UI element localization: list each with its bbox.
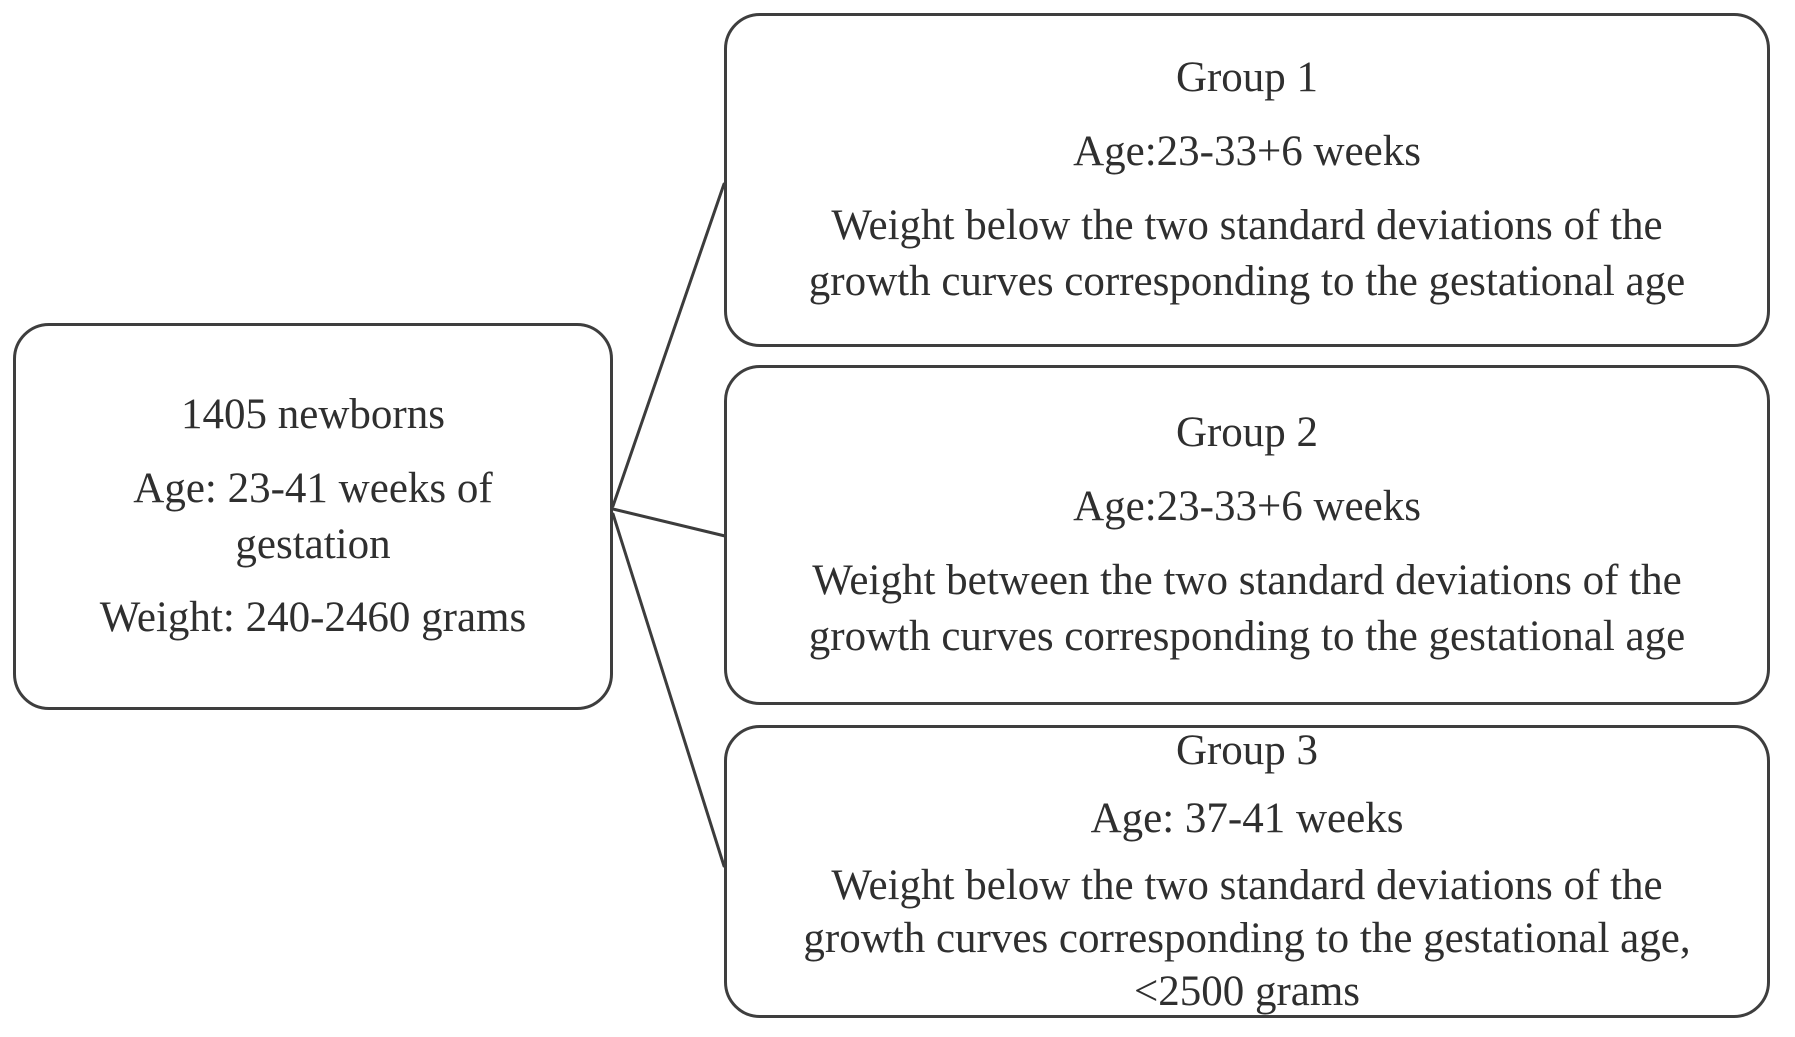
group-2-age-text: Age:23-33+6 weeks	[1073, 483, 1421, 531]
group-1-weight-line-1: Weight below the two standard deviations…	[831, 202, 1663, 249]
group-1-weight-line-2: growth curves corresponding to the gesta…	[808, 257, 1686, 305]
group-2-weight: Weight between the two standard deviatio…	[809, 553, 1685, 665]
group-2-box: Group 2 Age:23-33+6 weeks Weight between…	[724, 365, 1770, 705]
connector-line-to-group-3	[611, 512, 726, 868]
group-3-age-text: Age: 37-41 weeks	[1090, 794, 1404, 842]
group-2-weight-line-1: Weight between the two standard deviatio…	[812, 557, 1682, 604]
group-3-title-text: Group 3	[1175, 727, 1319, 775]
group-3-weight: Weight below the two standard deviations…	[803, 859, 1690, 1019]
group-2-age: Age:23-33+6 weeks	[1073, 479, 1421, 535]
group-3-age: Age: 37-41 weeks	[1091, 792, 1404, 845]
group-1-title: Group 1	[1176, 50, 1318, 106]
group-3-weight-line-3: <2500 grams	[1133, 968, 1361, 1016]
group-3-title: Group 3	[1176, 724, 1318, 777]
group-2-title: Group 2	[1176, 405, 1318, 461]
cohort-box: 1405 newborns Age: 23-41 weeks of gestat…	[13, 323, 613, 710]
connector-line-to-group-1	[611, 182, 726, 508]
group-3-box: Group 3 Age: 37-41 weeks Weight below th…	[724, 725, 1770, 1018]
group-1-age: Age:23-33+6 weeks	[1073, 124, 1421, 180]
connector-line-to-group-2	[611, 507, 727, 538]
cohort-age-text: Age: 23-41 weeks of gestation	[133, 461, 492, 573]
cohort-weight-line: Weight: 240-2460 grams	[99, 594, 527, 642]
group-1-weight: Weight below the two standard deviations…	[809, 198, 1685, 310]
group-3-weight-line-2: growth curves corresponding to the gesta…	[803, 915, 1691, 963]
cohort-age-line-1: Age: 23-41 weeks of	[133, 464, 493, 512]
cohort-population-text: 1405 newborns	[181, 387, 445, 443]
group-1-title-text: Group 1	[1175, 54, 1319, 102]
cohort-population-line: 1405 newborns	[181, 390, 445, 438]
group-1-box: Group 1 Age:23-33+6 weeks Weight below t…	[724, 13, 1770, 347]
group-2-weight-line-2: growth curves corresponding to the gesta…	[808, 612, 1686, 660]
cohort-age-line-2: gestation	[235, 520, 391, 568]
group-3-weight-line-1: Weight below the two standard deviations…	[831, 861, 1663, 909]
cohort-weight-text: Weight: 240-2460 grams	[100, 590, 526, 646]
group-2-title-text: Group 2	[1175, 409, 1319, 457]
group-1-age-text: Age:23-33+6 weeks	[1073, 128, 1421, 176]
